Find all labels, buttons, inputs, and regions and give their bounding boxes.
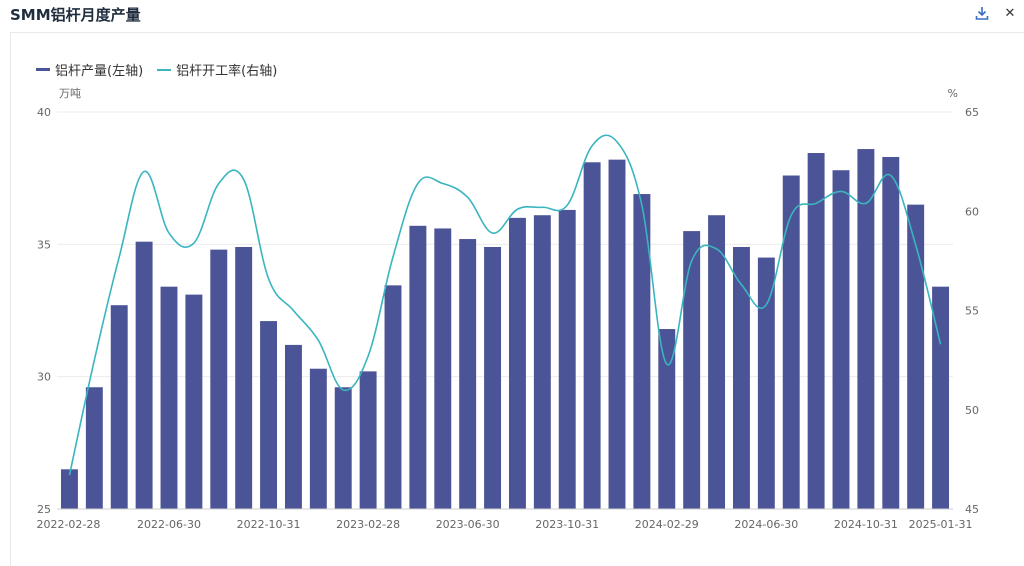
bar: [584, 162, 601, 509]
x-tick-label: 2024-06-30: [734, 518, 798, 531]
x-tick-label: 2022-02-28: [36, 518, 100, 531]
x-tick-label: 2025-01-31: [909, 518, 973, 531]
bar: [733, 247, 750, 509]
bar: [882, 157, 899, 509]
bar: [185, 295, 202, 509]
x-tick-label: 2024-10-31: [834, 518, 898, 531]
bar: [235, 247, 252, 509]
x-tick-label: 2023-10-31: [535, 518, 599, 531]
x-tick-label: 2023-02-28: [336, 518, 400, 531]
left-tick-label: 30: [37, 371, 51, 384]
bar: [683, 231, 700, 509]
bar: [609, 160, 626, 509]
bar: [310, 369, 327, 509]
x-tick-label: 2022-10-31: [237, 518, 301, 531]
right-tick-label: 50: [965, 404, 979, 417]
bar: [783, 176, 800, 509]
bar: [808, 153, 825, 509]
x-tick-label: 2022-06-30: [137, 518, 201, 531]
bar: [907, 205, 924, 509]
bar: [434, 228, 451, 509]
bar: [335, 387, 352, 509]
left-axis-unit: 万吨: [59, 87, 81, 100]
bar: [459, 239, 476, 509]
bar: [758, 258, 775, 509]
bar: [360, 371, 377, 509]
bar: [833, 170, 850, 509]
bar: [161, 287, 178, 509]
bar: [260, 321, 277, 509]
right-tick-label: 60: [965, 205, 979, 218]
right-tick-label: 65: [965, 106, 979, 119]
bar: [385, 285, 402, 509]
left-tick-label: 40: [37, 106, 51, 119]
bar: [136, 242, 153, 509]
bar: [285, 345, 302, 509]
x-tick-label: 2023-06-30: [436, 518, 500, 531]
right-axis-unit: %: [948, 87, 958, 100]
bar: [111, 305, 128, 509]
bar: [210, 250, 227, 509]
bar: [409, 226, 426, 509]
bar: [534, 215, 551, 509]
bar: [86, 387, 103, 509]
bar: [708, 215, 725, 509]
x-tick-label: 2024-02-29: [635, 518, 699, 531]
right-tick-label: 55: [965, 305, 979, 318]
left-tick-label: 25: [37, 503, 51, 516]
bar: [509, 218, 526, 509]
left-tick-label: 35: [37, 238, 51, 251]
right-tick-label: 45: [965, 503, 979, 516]
bar: [484, 247, 501, 509]
bar: [559, 210, 576, 509]
